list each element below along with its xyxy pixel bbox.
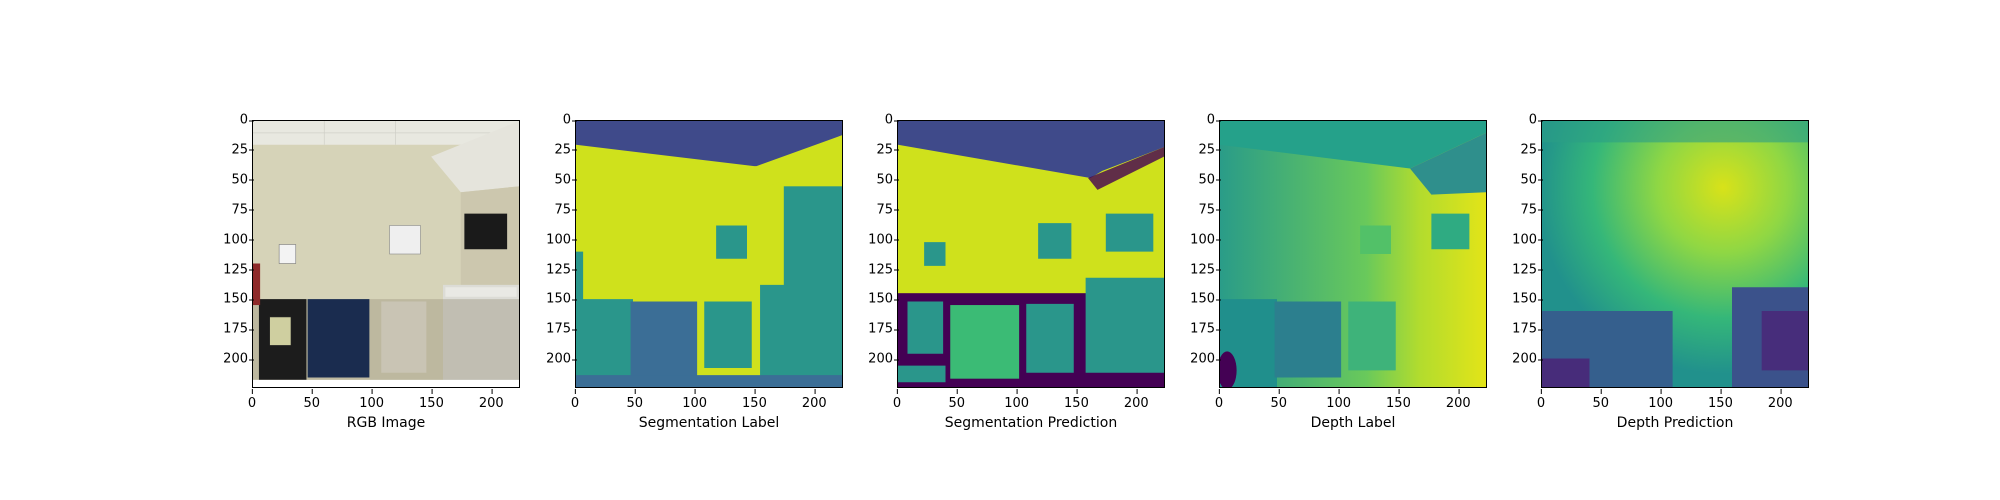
y-tick-label: 200	[868, 351, 899, 367]
depth-label-image	[1219, 120, 1487, 388]
y-tick-label: 0	[884, 112, 900, 128]
y-tick-label: 0	[562, 112, 578, 128]
x-tick-label: 100	[1326, 389, 1352, 411]
x-tick-label: 200	[1767, 389, 1793, 411]
panel-segmentation-prediction: 0 25 50 75 100 125 150 175 200 0 50 100 150 200 Segmen…	[868, 113, 1165, 431]
segmentation-prediction-image	[897, 120, 1165, 388]
x-tick-label: 50	[1270, 389, 1288, 411]
y-tick-label: 150	[546, 291, 577, 307]
y-tick-label: 200	[223, 351, 254, 367]
y-tick-label: 175	[868, 321, 899, 337]
y-tick-label: 50	[554, 172, 577, 188]
y-tick-label: 50	[1198, 172, 1221, 188]
panel-xlabel: Depth Label	[1310, 415, 1396, 431]
y-tick-label: 100	[1512, 232, 1543, 248]
x-tick-label: 100	[359, 389, 385, 411]
y-tick-label: 150	[868, 291, 899, 307]
y-tick-label: 125	[1190, 262, 1221, 278]
panel-xlabel: Depth Prediction	[1616, 415, 1734, 431]
x-tick-label: 200	[1123, 389, 1149, 411]
panel-depth-prediction: 0 25 50 75 100 125 150 175 200 0 50 100 150 200 Depth …	[1512, 113, 1809, 431]
rgb-image	[252, 120, 520, 388]
y-tick-label: 0	[239, 112, 255, 128]
x-tick-label: 150	[419, 389, 444, 411]
panel-xlabel: Segmentation Label	[638, 415, 780, 431]
x-tick-label: 50	[1592, 389, 1610, 411]
panel-rgb-image: 0 25 50 75 100 125 150 175 200 0 50 100 150 200 RGB Im…	[223, 113, 520, 431]
x-tick-label: 50	[626, 389, 644, 411]
y-tick-label: 25	[876, 142, 899, 158]
x-tick-label: 0	[1214, 389, 1224, 411]
x-tick-label: 0	[892, 389, 902, 411]
panel-xlabel: RGB Image	[346, 415, 426, 431]
x-tick-label: 50	[303, 389, 321, 411]
y-tick-label: 50	[1520, 172, 1543, 188]
x-tick-label: 150	[742, 389, 767, 411]
panel-depth-label: 0 25 50 75 100 125 150 175 200 0 50 100 150 200 Depth …	[1190, 113, 1487, 431]
panel-segmentation-label: 0 25 50 75 100 125 150 175 200 0 50 100 150 200 Segmen…	[546, 113, 843, 431]
y-tick-label: 25	[1198, 142, 1221, 158]
y-tick-label: 100	[1190, 232, 1221, 248]
y-tick-label: 175	[1512, 321, 1543, 337]
depth-prediction-image	[1541, 120, 1809, 388]
y-tick-label: 0	[1206, 112, 1222, 128]
y-tick-label: 50	[231, 172, 254, 188]
y-tick-label: 75	[876, 202, 899, 218]
x-tick-label: 200	[478, 389, 504, 411]
y-tick-label: 25	[1520, 142, 1543, 158]
x-tick-label: 150	[1386, 389, 1411, 411]
segmentation-label-image	[575, 120, 843, 388]
y-tick-label: 200	[1190, 351, 1221, 367]
x-tick-label: 100	[682, 389, 708, 411]
y-tick-label: 25	[231, 142, 254, 158]
x-tick-label: 100	[1004, 389, 1030, 411]
y-tick-label: 175	[1190, 321, 1221, 337]
y-tick-label: 125	[546, 262, 577, 278]
y-tick-label: 150	[223, 291, 254, 307]
y-tick-label: 75	[231, 202, 254, 218]
y-tick-label: 125	[868, 262, 899, 278]
y-tick-label: 200	[1512, 351, 1543, 367]
x-tick-label: 0	[570, 389, 580, 411]
x-tick-label: 150	[1708, 389, 1733, 411]
x-tick-label: 200	[1445, 389, 1471, 411]
x-tick-label: 50	[948, 389, 966, 411]
y-tick-label: 100	[546, 232, 577, 248]
x-tick-label: 200	[801, 389, 827, 411]
x-tick-label: 0	[1536, 389, 1546, 411]
y-tick-label: 0	[1528, 112, 1544, 128]
y-tick-label: 75	[554, 202, 577, 218]
y-tick-label: 125	[1512, 262, 1543, 278]
y-tick-label: 50	[876, 172, 899, 188]
y-tick-label: 75	[1198, 202, 1221, 218]
y-tick-label: 75	[1520, 202, 1543, 218]
y-tick-label: 25	[554, 142, 577, 158]
x-tick-label: 150	[1064, 389, 1089, 411]
panel-xlabel: Segmentation Prediction	[944, 415, 1118, 431]
y-tick-label: 175	[223, 321, 254, 337]
y-tick-label: 100	[223, 232, 254, 248]
y-tick-label: 125	[223, 262, 254, 278]
y-tick-label: 175	[546, 321, 577, 337]
x-tick-label: 100	[1648, 389, 1674, 411]
y-tick-label: 100	[868, 232, 899, 248]
y-tick-label: 150	[1512, 291, 1543, 307]
y-tick-label: 150	[1190, 291, 1221, 307]
x-tick-label: 0	[247, 389, 257, 411]
y-tick-label: 200	[546, 351, 577, 367]
